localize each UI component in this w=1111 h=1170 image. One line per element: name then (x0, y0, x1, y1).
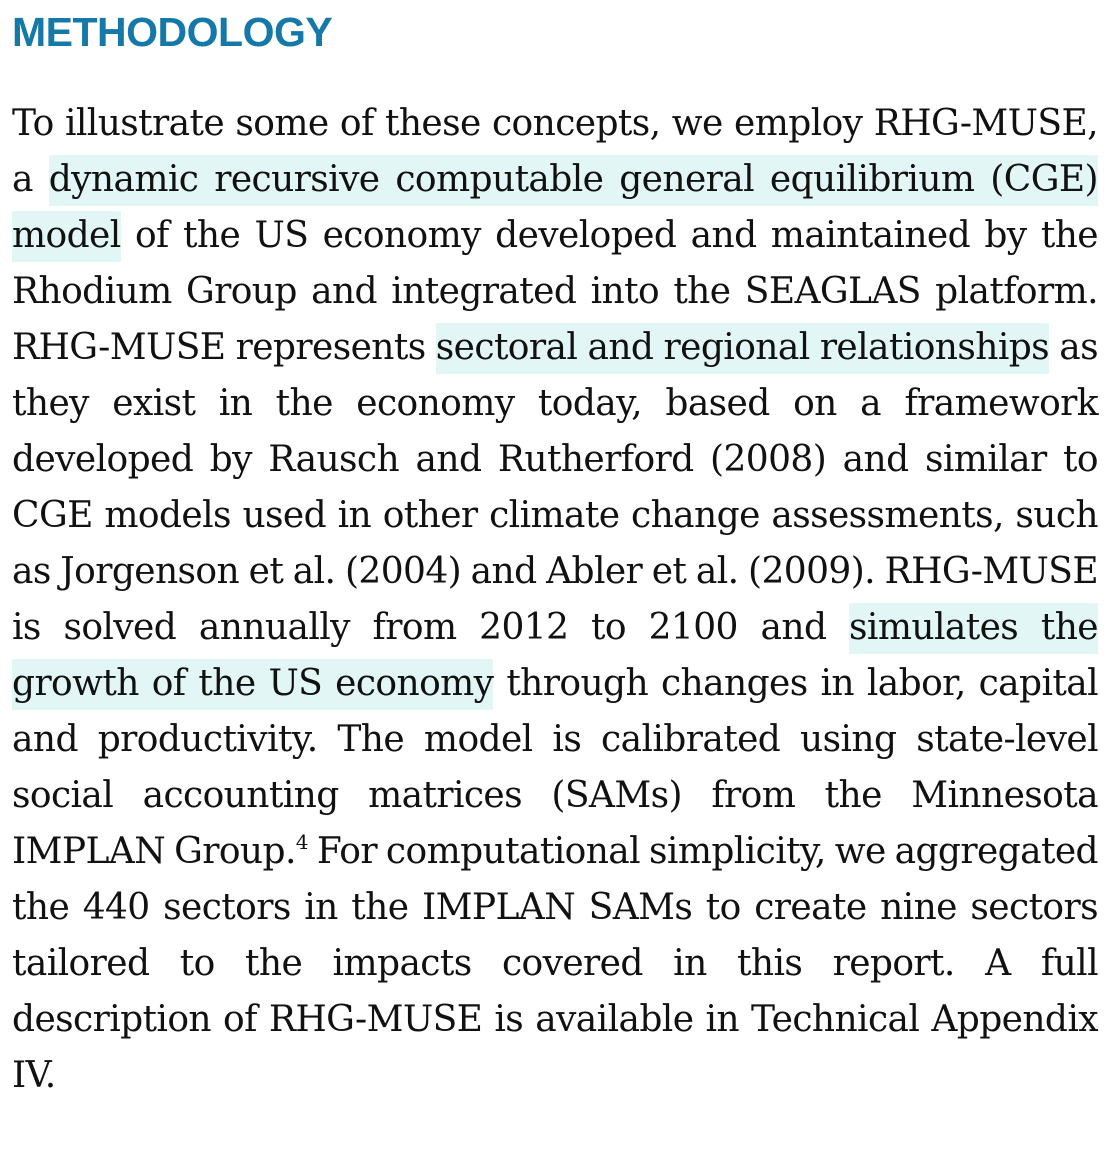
footnote-reference[interactable]: 4 (295, 830, 309, 854)
text-segment: of the US economy developed and maintain… (12, 215, 1099, 368)
text-segment: For computational simplicity, we aggrega… (12, 831, 1099, 1096)
highlighted-phrase: sectoral and regional relationships (435, 323, 1050, 374)
text-segment: as they exist in the economy today, base… (12, 327, 1099, 648)
text-segment: To illustrate some of these concepts, we… (12, 103, 1099, 200)
section-heading: METHODOLOGY (12, 9, 333, 55)
methodology-paragraph: To illustrate some of these concepts, we… (12, 96, 1099, 1104)
text-segment: through changes in labor, capital and pr… (12, 663, 1099, 872)
document-page: METHODOLOGY To illustrate some of these … (12, 0, 1099, 1104)
